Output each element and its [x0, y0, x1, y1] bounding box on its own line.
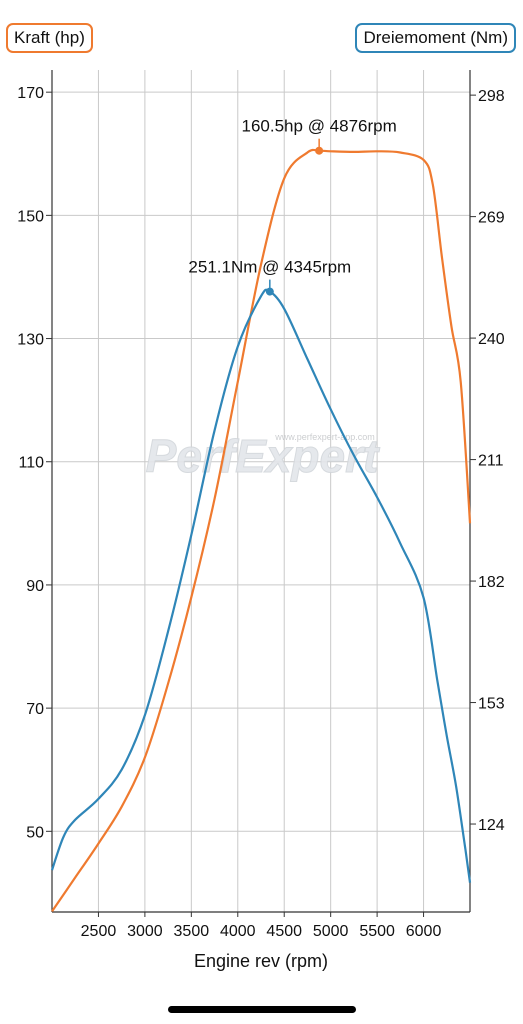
- torque-peak-marker: [265, 287, 274, 296]
- x-tick-label: 6000: [406, 923, 442, 940]
- right-tick-label: 182: [478, 574, 505, 591]
- left-tick-label: 150: [17, 208, 44, 225]
- x-tick-label: 4000: [220, 923, 256, 940]
- left-tick-label: 130: [17, 332, 44, 349]
- x-tick-label: 2500: [81, 923, 117, 940]
- right-tick-label: 211: [478, 453, 504, 470]
- axes: 50 70 90 110 130 150 170 124 153 182 211 240 269 298 2…: [17, 70, 505, 971]
- x-tick-label: 5000: [313, 923, 349, 940]
- watermark-logo-text: PerfExpert: [146, 430, 380, 482]
- labels: 160.5hp @ 4876rpm 251.1Nm @ 4345rpm: [188, 117, 397, 296]
- right-tick-label: 124: [478, 817, 505, 834]
- right-tick-label: 240: [478, 331, 505, 348]
- power-peak-label: 160.5hp @ 4876rpm: [242, 117, 397, 136]
- x-tick-label: 5500: [359, 923, 395, 940]
- power-peak-marker: [315, 146, 324, 155]
- grid: [52, 70, 470, 912]
- x-axis-label: Engine rev (rpm): [194, 951, 328, 971]
- left-tick-label: 50: [26, 824, 44, 841]
- left-tick-label: 110: [18, 455, 44, 472]
- legend-power[interactable]: Kraft (hp): [6, 23, 93, 53]
- x-tick-label: 3500: [174, 923, 210, 940]
- x-tick-label: 3000: [127, 923, 163, 940]
- left-tick-label: 70: [26, 701, 44, 718]
- legend-torque[interactable]: Dreiemoment (Nm): [355, 23, 516, 53]
- torque-peak-label: 251.1Nm @ 4345rpm: [188, 258, 351, 277]
- torque-curve: [50, 288, 472, 883]
- power-torque-chart: PerfExpert www.perfexpert-app.com 50 70 90…: [17, 70, 505, 971]
- right-tick-label: 298: [478, 88, 505, 105]
- watermark-url: www.perfexpert-app.com: [274, 432, 375, 442]
- right-tick-label: 269: [478, 210, 505, 227]
- home-indicator[interactable]: [168, 1006, 356, 1013]
- left-tick-label: 90: [26, 578, 44, 595]
- x-tick-label: 4500: [266, 923, 302, 940]
- left-tick-label: 170: [17, 85, 44, 102]
- power-curve: [51, 148, 472, 913]
- right-tick-label: 153: [478, 696, 505, 713]
- watermark-logo: PerfExpert www.perfexpert-app.com: [145, 430, 380, 483]
